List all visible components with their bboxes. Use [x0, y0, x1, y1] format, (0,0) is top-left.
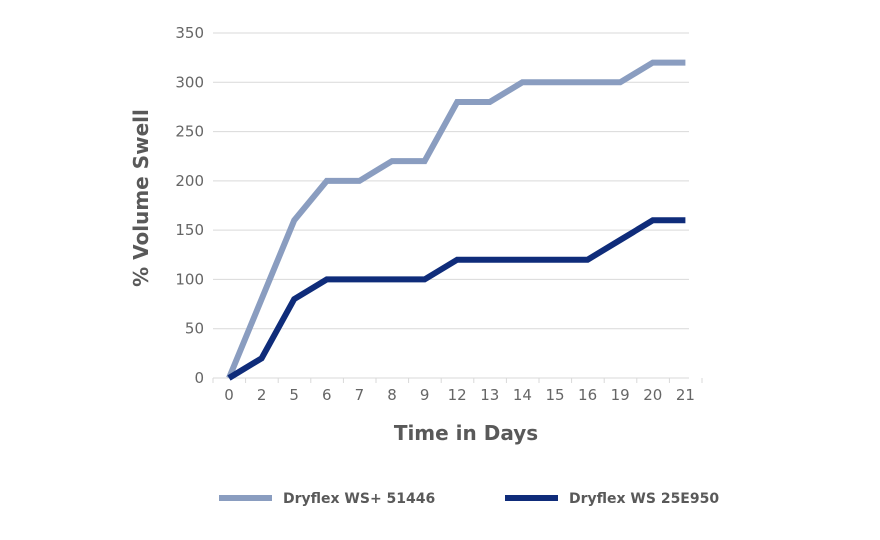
y-axis-title: % Volume Swell: [129, 109, 153, 287]
x-axis-title: Time in Days: [394, 421, 538, 445]
y-tick-label: 250: [175, 123, 204, 141]
legend-item-series-2: Dryflex WS 25E950: [505, 491, 719, 507]
legend-label: Dryflex WS 25E950: [569, 491, 719, 507]
y-tick-label: 150: [175, 221, 204, 239]
series-lines: [226, 59, 686, 381]
x-tick-label: 9: [420, 386, 430, 404]
x-tick-label: 7: [355, 386, 365, 404]
x-tick-label: 16: [578, 386, 597, 404]
legend: Dryflex WS+ 51446 Dryflex WS 25E950: [219, 491, 719, 507]
x-tick-labels: 0 2 5 6 7 8 9 12 13 14 15 16 19 20 21: [224, 386, 695, 404]
series-line-1: [226, 59, 686, 380]
y-tick-labels: 0 50 100 150 200 250 300 350: [175, 24, 204, 387]
y-tick-label: 200: [175, 172, 204, 190]
x-tick-label: 8: [387, 386, 397, 404]
x-tick-label: 13: [480, 386, 499, 404]
y-tick-label: 300: [175, 73, 204, 91]
y-tick-label: 50: [185, 320, 204, 338]
x-tick-label: 21: [676, 386, 695, 404]
legend-item-series-1: Dryflex WS+ 51446: [219, 491, 435, 507]
x-tick-label: 20: [643, 386, 662, 404]
y-tick-label: 350: [175, 24, 204, 42]
x-tick-label: 15: [545, 386, 564, 404]
axes: [212, 377, 703, 383]
legend-label: Dryflex WS+ 51446: [283, 491, 435, 507]
y-tick-label: 0: [194, 369, 204, 387]
x-tick-label: 12: [448, 386, 467, 404]
y-tick-label: 100: [175, 270, 204, 288]
gridlines: [213, 32, 689, 330]
x-tick-label: 14: [513, 386, 532, 404]
x-tick-label: 5: [289, 386, 299, 404]
x-tick-label: 0: [224, 386, 234, 404]
x-tick-label: 19: [611, 386, 630, 404]
x-tick-label: 6: [322, 386, 332, 404]
x-tick-label: 2: [257, 386, 267, 404]
series-line-2: [227, 217, 686, 381]
